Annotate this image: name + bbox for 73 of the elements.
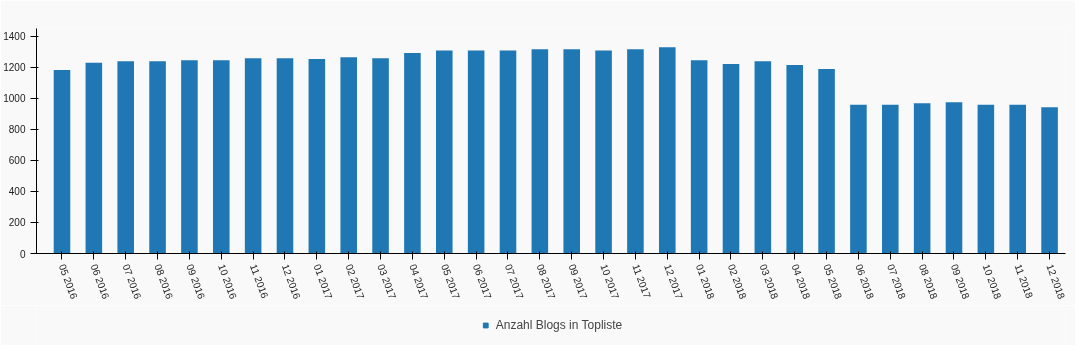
bar (722, 63, 740, 254)
y-tick-label: 800 (8, 124, 26, 136)
bar (181, 60, 198, 254)
x-tick-label: 10 2017 (598, 262, 622, 301)
bar (117, 61, 134, 254)
x-tick-label: 06 2017 (470, 262, 494, 301)
x-tick-label: 12 2016 (279, 262, 303, 301)
x-tick-label: 06 2018 (853, 262, 877, 301)
bar (1009, 104, 1026, 254)
bar (276, 58, 294, 254)
bar (308, 59, 326, 254)
bar (467, 50, 485, 254)
x-tick-label: 04 2017 (407, 262, 431, 301)
bar (659, 47, 676, 254)
bar (595, 50, 612, 254)
x-tick-label: 05 2018 (821, 262, 845, 301)
bar (913, 103, 931, 254)
x-tick-label: 12 2017 (662, 262, 686, 301)
x-tick-label: 02 2017 (343, 262, 367, 301)
x-tick-label: 10 2016 (216, 262, 240, 301)
bar (627, 49, 644, 254)
bar (1041, 107, 1058, 254)
x-tick-label: 05 2016 (56, 262, 80, 301)
x-tick-label: 07 2017 (502, 262, 526, 301)
bar (372, 58, 389, 254)
x-tick-label: 07 2018 (885, 262, 909, 301)
y-tick-label: 0 (19, 248, 26, 260)
bar (754, 61, 772, 254)
x-tick-label: 11 2016 (247, 262, 271, 301)
x-tick-label: 09 2016 (184, 262, 208, 301)
bar (563, 49, 580, 254)
x-tick-label: 06 2016 (88, 262, 112, 301)
bar (786, 64, 803, 254)
x-tick-label: 07 2016 (120, 262, 144, 301)
bar (499, 50, 517, 254)
x-tick-label: 11 2018 (1012, 262, 1036, 301)
bar (690, 60, 708, 254)
y-tick-label: 1000 (3, 93, 26, 105)
x-tick-label: 11 2017 (630, 262, 653, 301)
x-tick-label: 03 2018 (757, 262, 781, 301)
bar (212, 60, 230, 254)
bar (53, 70, 71, 254)
x-tick-label: 01 2018 (693, 262, 717, 301)
bar (149, 61, 166, 254)
bar (340, 57, 357, 254)
x-tick-label: 09 2018 (948, 262, 972, 301)
bar (435, 50, 453, 254)
bar (244, 58, 262, 254)
bar (531, 49, 549, 254)
x-tick-label: 10 2018 (980, 262, 1004, 301)
y-tick-label: 1400 (3, 31, 26, 43)
bar (977, 104, 995, 254)
y-tick-label: 200 (8, 217, 26, 229)
x-tick-label: 01 2017 (311, 262, 335, 301)
x-tick-label: 08 2016 (152, 262, 176, 301)
y-tick-label: 1200 (3, 62, 26, 74)
x-tick-label: 09 2017 (566, 262, 590, 301)
bar (404, 53, 421, 254)
bar (818, 69, 835, 254)
x-tick-label: 08 2017 (534, 262, 558, 301)
x-tick-label: 03 2017 (375, 262, 399, 301)
bar (85, 62, 103, 254)
bar (945, 102, 963, 254)
bar (882, 104, 899, 254)
x-tick-label: 05 2017 (439, 262, 463, 301)
x-tick-label: 04 2018 (789, 262, 813, 301)
bar (850, 104, 867, 254)
x-tick-label: 08 2018 (916, 262, 940, 301)
legend-label: Anzahl Blogs in Topliste (495, 318, 623, 332)
y-tick-label: 400 (8, 186, 26, 198)
x-tick-label: 12 2018 (1044, 262, 1068, 301)
y-tick-label: 600 (8, 155, 26, 167)
x-tick-label: 02 2018 (725, 262, 749, 301)
